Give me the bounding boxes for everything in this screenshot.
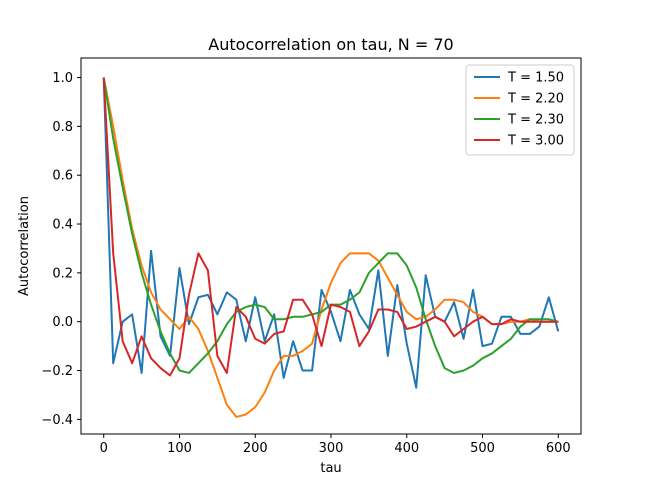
x-axis: 0 100 200 300 400 500 600 [100,434,571,456]
series-line-4 [102,77,559,377]
y-tick-label: 0.4 [52,218,73,233]
series-line-1 [102,77,560,389]
y-axis-label: Autocorrelation [17,196,32,296]
x-axis-label: tau [320,461,341,476]
y-tick-label: 1.0 [52,71,73,86]
legend: T = 1.50 T = 2.20 T = 2.30 T = 3.00 [465,64,575,156]
y-tick-label: 0.8 [52,120,73,135]
legend-box [465,64,575,156]
x-tick-label: 600 [546,441,571,456]
x-tick-label: 400 [394,441,419,456]
y-axis: −0.4 −0.2 0.0 0.2 0.4 0.6 0.8 1.0 [41,71,81,428]
y-tick-label: 0.6 [52,169,73,184]
legend-label: T = 1.50 [507,71,564,86]
legend-label: T = 3.00 [507,134,564,149]
x-tick-label: 500 [470,441,495,456]
series-lines [102,77,560,418]
y-tick-label: −0.4 [41,413,73,428]
x-tick-label: 300 [319,441,344,456]
x-tick-label: 0 [100,441,108,456]
y-tick-label: −0.2 [41,364,73,379]
legend-label: T = 2.20 [507,92,564,107]
chart-title: Autocorrelation on tau, N = 70 [208,35,453,54]
legend-label: T = 2.30 [507,113,564,128]
y-tick-label: 0.2 [52,266,73,281]
y-tick-label: 0.0 [52,315,73,330]
x-tick-label: 200 [243,441,268,456]
x-tick-label: 100 [167,441,192,456]
